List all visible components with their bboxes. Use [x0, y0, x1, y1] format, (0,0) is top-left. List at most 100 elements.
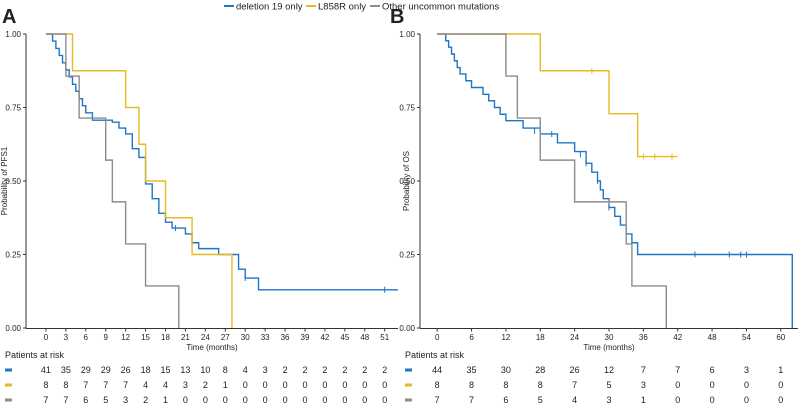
risk-count: 8 [469, 380, 474, 390]
x-tick-label: 48 [360, 333, 369, 342]
risk-count: 35 [467, 365, 477, 375]
risk-count: 0 [362, 380, 367, 390]
risk-count: 7 [435, 395, 440, 405]
risk-count: 5 [538, 395, 543, 405]
risk-count: 30 [501, 365, 511, 375]
y-tick-label: 0.00 [5, 324, 21, 333]
panel-b-os: 0.000.250.500.751.000 6 12 18 24 30 36 42 48 54 60… [399, 30, 798, 405]
risk-count: 8 [43, 380, 48, 390]
y-tick-label: 0.50 [399, 177, 415, 186]
risk-count: 44 [432, 365, 442, 375]
risk-count: 3 [123, 395, 128, 405]
panel-a-pfs: 0.000.250.500.751.000 3 6 9 12 15 18 21 24 27 30 33… [0, 30, 398, 405]
x-tick-label: 15 [141, 333, 150, 342]
risk-count: 0 [302, 380, 307, 390]
km-curve-0 [437, 33, 793, 328]
risk-count: 12 [604, 365, 614, 375]
km-curve-2 [45, 33, 180, 328]
x-tick-label: 18 [536, 333, 545, 342]
x-tick-label: 12 [121, 333, 130, 342]
x-tick-label: 24 [201, 333, 210, 342]
risk-count: 0 [263, 380, 268, 390]
risk-count: 0 [744, 395, 749, 405]
risk-count: 2 [302, 365, 307, 375]
y-tick-label: 1.00 [399, 30, 415, 39]
y-tick-label: 0.50 [5, 177, 21, 186]
x-tick-label: 24 [570, 333, 579, 342]
risk-count: 7 [469, 395, 474, 405]
legend: deletion 19 only L858R only Other uncommon… [224, 2, 499, 13]
risk-count: 0 [778, 395, 783, 405]
risk-count: 3 [183, 380, 188, 390]
risk-count: 0 [382, 380, 387, 390]
risk-count: 0 [283, 395, 288, 405]
risk-count: 7 [63, 395, 68, 405]
risk-count: 0 [744, 380, 749, 390]
risk-count: 3 [744, 365, 749, 375]
risk-count: 4 [243, 365, 248, 375]
risk-count: 0 [183, 395, 188, 405]
risk-count: 8 [538, 380, 543, 390]
risk-count: 0 [382, 395, 387, 405]
risk-count: 1 [778, 365, 783, 375]
x-tick-label: 0 [435, 333, 440, 342]
risk-count: 2 [203, 380, 208, 390]
risk-count: 0 [283, 380, 288, 390]
risk-count: 0 [710, 395, 715, 405]
x-tick-label: 30 [605, 333, 614, 342]
x-tick-label: 21 [181, 333, 190, 342]
risk-count: 2 [362, 365, 367, 375]
risk-count: 6 [83, 395, 88, 405]
risk-count: 2 [382, 365, 387, 375]
risk-count: 2 [143, 395, 148, 405]
legend-label-1: L858R only [318, 2, 366, 13]
risk-count: 1 [223, 380, 228, 390]
risk-count: 8 [223, 365, 228, 375]
x-tick-label: 45 [340, 333, 349, 342]
risk-count: 6 [503, 395, 508, 405]
x-tick-label: 9 [103, 333, 108, 342]
km-curve-1 [45, 33, 233, 328]
km-curve-1 [437, 33, 678, 158]
x-tick-label: 27 [221, 333, 230, 342]
risk-count: 29 [81, 365, 91, 375]
y-tick-label: 0.00 [399, 324, 415, 333]
x-axis-title: Time (months) [186, 343, 238, 352]
risk-count: 0 [675, 395, 680, 405]
risk-count: 1 [641, 395, 646, 405]
x-tick-label: 30 [241, 333, 250, 342]
risk-count: 0 [223, 395, 228, 405]
risk-count: 3 [641, 380, 646, 390]
risk-count: 4 [572, 395, 577, 405]
risk-count: 5 [103, 395, 108, 405]
risk-count: 0 [342, 380, 347, 390]
y-tick-label: 1.00 [5, 30, 21, 39]
risk-count: 7 [641, 365, 646, 375]
risk-count: 6 [710, 365, 715, 375]
x-tick-label: 33 [261, 333, 270, 342]
risk-count: 0 [203, 395, 208, 405]
risk-count: 7 [675, 365, 680, 375]
risk-count: 0 [243, 380, 248, 390]
x-tick-label: 42 [320, 333, 329, 342]
x-tick-label: 18 [161, 333, 170, 342]
risk-count: 28 [535, 365, 545, 375]
risk-count: 0 [322, 380, 327, 390]
risk-count: 3 [606, 395, 611, 405]
risk-count: 26 [570, 365, 580, 375]
x-tick-label: 51 [380, 333, 389, 342]
risk-count: 0 [322, 395, 327, 405]
risk-count: 0 [302, 395, 307, 405]
x-tick-label: 0 [44, 333, 49, 342]
risk-count: 7 [123, 380, 128, 390]
risk-count: 29 [101, 365, 111, 375]
risk-count: 2 [322, 365, 327, 375]
risk-count: 7 [572, 380, 577, 390]
risk-count: 0 [342, 395, 347, 405]
risk-count: 13 [180, 365, 190, 375]
legend-label-0: deletion 19 only [236, 2, 303, 13]
x-tick-label: 36 [281, 333, 290, 342]
panel-label-b: B [390, 6, 404, 28]
risk-count: 8 [503, 380, 508, 390]
x-tick-label: 3 [64, 333, 69, 342]
